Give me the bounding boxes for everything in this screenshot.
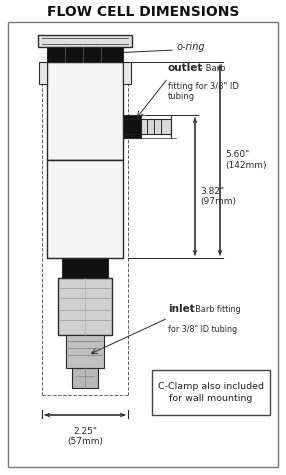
Bar [123, 62, 131, 84]
Bar [47, 62, 123, 160]
Bar [123, 115, 141, 138]
Text: o-ring: o-ring [177, 42, 206, 52]
Bar [38, 35, 132, 47]
Text: fitting for 3/8" ID: fitting for 3/8" ID [168, 82, 239, 91]
Text: 3.82"
(97mm): 3.82" (97mm) [200, 187, 236, 206]
Text: - Barb: - Barb [200, 64, 225, 73]
Bar [47, 160, 123, 258]
Bar [47, 47, 123, 62]
Text: tubing: tubing [168, 92, 195, 101]
Bar [152, 370, 270, 415]
Bar [39, 62, 47, 84]
Text: for 3/8" ID tubing: for 3/8" ID tubing [168, 325, 237, 334]
Text: - Barb fitting: - Barb fitting [190, 305, 241, 314]
Text: 2.25"
(57mm): 2.25" (57mm) [67, 427, 103, 446]
Text: C-Clamp also included
for wall mounting: C-Clamp also included for wall mounting [158, 382, 264, 403]
Text: outlet: outlet [168, 63, 203, 73]
Bar [72, 368, 98, 388]
Bar [62, 258, 108, 278]
Bar [141, 119, 171, 134]
Bar [58, 278, 112, 335]
Text: FLOW CELL DIMENSIONS: FLOW CELL DIMENSIONS [47, 5, 239, 19]
Text: inlet: inlet [168, 304, 195, 314]
Text: 5.60"
(142mm): 5.60" (142mm) [225, 150, 267, 170]
Bar [66, 335, 104, 368]
